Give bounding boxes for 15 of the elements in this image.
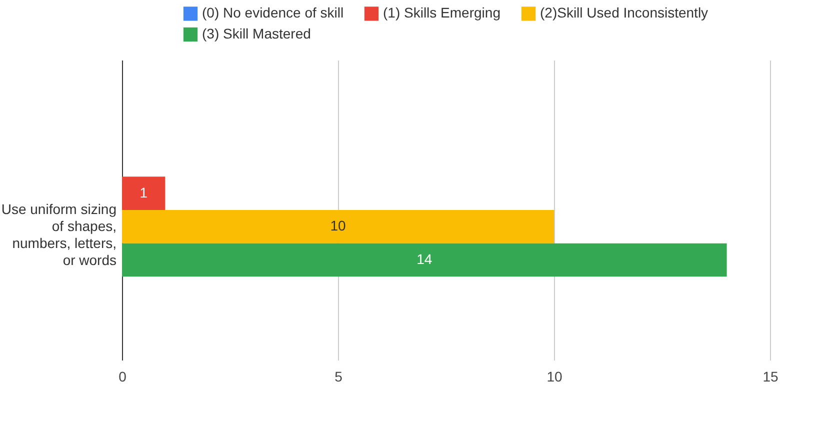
- data-label: 14: [416, 251, 432, 267]
- data-label: 1: [140, 184, 148, 200]
- x-tick-label: 0: [118, 368, 127, 384]
- bar: [122, 243, 727, 277]
- x-tick-label: 10: [546, 368, 562, 384]
- x-tick-label: 15: [762, 368, 778, 384]
- y-tick-label: Use uniform sizing of shapes, numbers, letters, or words: [1, 201, 116, 268]
- legend-label: (3) Skill Mastered: [202, 26, 311, 42]
- bar: [122, 210, 554, 244]
- legend-label: (1) Skills Emerging: [383, 4, 500, 21]
- x-tick-label: 5: [334, 368, 343, 384]
- legend-label: (0) No evidence of skill: [202, 4, 344, 21]
- bar: [122, 176, 166, 210]
- data-label: 10: [330, 218, 346, 234]
- legend-label: (2)Skill Used Inconsistently: [540, 4, 708, 21]
